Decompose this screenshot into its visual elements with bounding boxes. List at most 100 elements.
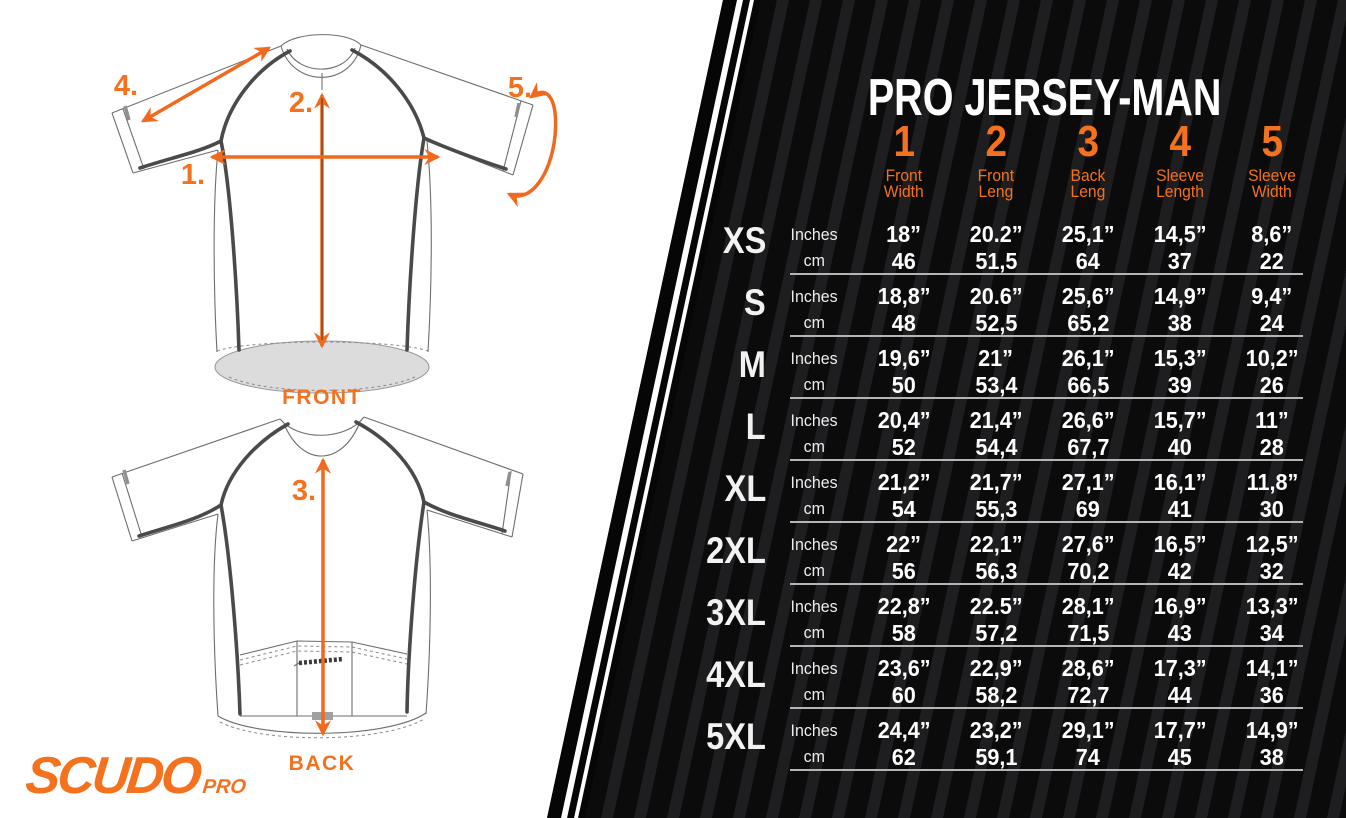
value-cell: 22,8” 58 bbox=[858, 583, 950, 645]
value-inches: 18” bbox=[886, 221, 922, 247]
value-cell: 28,6” 72,7 bbox=[1042, 645, 1134, 707]
size-label: 2XL bbox=[706, 530, 766, 571]
value-inches: 19,6” bbox=[877, 345, 931, 371]
value-cm: 54,4 bbox=[974, 434, 1018, 460]
value-cell: 18,8” 48 bbox=[858, 273, 950, 335]
unit-labels: Inches cm bbox=[770, 521, 858, 583]
value-inches: 22” bbox=[886, 531, 922, 557]
value-inches: 17,7” bbox=[1153, 717, 1207, 743]
value-inches: 12,5” bbox=[1245, 531, 1299, 557]
value-cm: 55,3 bbox=[974, 496, 1018, 522]
value-cell: 15,7” 40 bbox=[1134, 397, 1226, 459]
value-cm: 57,2 bbox=[974, 620, 1018, 646]
value-cm: 48 bbox=[891, 310, 917, 336]
value-inches: 29,1” bbox=[1061, 717, 1115, 743]
value-cell: 23,2” 59,1 bbox=[950, 707, 1042, 769]
value-cell: 14,5” 37 bbox=[1134, 211, 1226, 273]
unit-labels: Inches cm bbox=[770, 707, 858, 769]
unit-labels: Inches cm bbox=[770, 459, 858, 521]
value-cell: 14,9” 38 bbox=[1134, 273, 1226, 335]
value-cell: 25,6” 65,2 bbox=[1042, 273, 1134, 335]
value-inches: 9,4” bbox=[1251, 283, 1293, 309]
row-separator bbox=[790, 645, 1303, 647]
value-cm: 38 bbox=[1167, 310, 1193, 336]
column-header: 2 Front Leng bbox=[950, 120, 1042, 201]
value-inches: 16,1” bbox=[1153, 469, 1207, 495]
value-cm: 56,3 bbox=[974, 558, 1018, 584]
value-cm: 40 bbox=[1167, 434, 1193, 460]
size-label: XS bbox=[722, 220, 766, 261]
marker-4-label: 4. bbox=[114, 70, 138, 102]
value-cell: 16,9” 43 bbox=[1134, 583, 1226, 645]
unit-label-inches: Inches bbox=[790, 473, 838, 492]
value-inches: 20.6” bbox=[969, 283, 1023, 309]
value-cell: 20,4” 52 bbox=[858, 397, 950, 459]
unit-label-cm: cm bbox=[803, 313, 825, 332]
value-cell: 21” 53,4 bbox=[950, 335, 1042, 397]
value-inches: 14,9” bbox=[1245, 717, 1299, 743]
value-cm: 62 bbox=[891, 744, 917, 770]
table-title: PRO JERSEY-MAN bbox=[868, 69, 1222, 127]
value-cm: 36 bbox=[1259, 682, 1285, 708]
value-cell: 28,1” 71,5 bbox=[1042, 583, 1134, 645]
unit-label-cm: cm bbox=[803, 251, 825, 270]
value-cell: 10,2” 26 bbox=[1226, 335, 1318, 397]
marker-5-label: 5. bbox=[508, 72, 532, 104]
column-header: 4 Sleeve Length bbox=[1134, 120, 1226, 201]
unit-label-inches: Inches bbox=[790, 721, 838, 740]
value-cm: 69 bbox=[1075, 496, 1101, 522]
value-inches: 21,4” bbox=[969, 407, 1023, 433]
value-inches: 27,6” bbox=[1061, 531, 1115, 557]
marker-1-label: 1. bbox=[181, 159, 205, 191]
row-separator bbox=[790, 273, 1303, 275]
value-cell: 13,3” 34 bbox=[1226, 583, 1318, 645]
row-separator bbox=[790, 335, 1303, 337]
value-inches: 21,7” bbox=[969, 469, 1023, 495]
unit-label-inches: Inches bbox=[790, 535, 838, 554]
header-label: Sleeve Width bbox=[1248, 166, 1296, 201]
value-cm: 66,5 bbox=[1066, 372, 1110, 398]
unit-labels: Inches cm bbox=[770, 273, 858, 335]
value-cm: 34 bbox=[1259, 620, 1285, 646]
marker-2-label: 2. bbox=[289, 87, 313, 119]
value-cm: 52,5 bbox=[974, 310, 1018, 336]
column-header: 1 Front Width bbox=[858, 120, 950, 201]
value-cm: 54 bbox=[891, 496, 917, 522]
unit-label-inches: Inches bbox=[790, 659, 838, 678]
value-inches: 28,6” bbox=[1061, 655, 1115, 681]
size-label: L bbox=[746, 406, 766, 447]
size-rows: XS Inches cm 18” 46 20.2” 51,5 25,1” 64 14,5” 37 8,… bbox=[650, 211, 1318, 769]
unit-labels: Inches cm bbox=[770, 583, 858, 645]
header-number: 5 bbox=[1261, 117, 1283, 166]
value-inches: 16,9” bbox=[1153, 593, 1207, 619]
unit-label-cm: cm bbox=[803, 561, 825, 580]
unit-label-inches: Inches bbox=[790, 225, 838, 244]
brand-suffix: PRO bbox=[201, 776, 248, 798]
value-cell: 15,3” 39 bbox=[1134, 335, 1226, 397]
value-cell: 16,5” 42 bbox=[1134, 521, 1226, 583]
value-cell: 20.6” 52,5 bbox=[950, 273, 1042, 335]
header-label: Front Width bbox=[884, 166, 924, 201]
value-inches: 10,2” bbox=[1245, 345, 1299, 371]
value-cm: 41 bbox=[1167, 496, 1193, 522]
column-header: 5 Sleeve Width bbox=[1226, 117, 1318, 201]
value-cm: 56 bbox=[891, 558, 917, 584]
value-inches: 17,3” bbox=[1153, 655, 1207, 681]
value-cm: 42 bbox=[1167, 558, 1193, 584]
value-inches: 23,2” bbox=[969, 717, 1023, 743]
header-number: 3 bbox=[1077, 117, 1099, 166]
value-cm: 64 bbox=[1075, 248, 1101, 274]
front-label: FRONT bbox=[282, 386, 362, 409]
value-inches: 22,8” bbox=[877, 593, 931, 619]
value-cell: 14,1” 36 bbox=[1226, 645, 1318, 707]
value-cm: 39 bbox=[1167, 372, 1193, 398]
brand-name: SCUDO bbox=[22, 747, 202, 805]
value-inches: 26,6” bbox=[1061, 407, 1115, 433]
table-row: 3XL Inches cm 22,8” 58 22.5” 57,2 28,1” 71,5 16,9… bbox=[650, 583, 1318, 645]
value-inches: 15,7” bbox=[1153, 407, 1207, 433]
value-cm: 67,7 bbox=[1066, 434, 1110, 460]
value-inches: 25,6” bbox=[1061, 283, 1115, 309]
value-inches: 26,1” bbox=[1061, 345, 1115, 371]
value-inches: 21” bbox=[978, 345, 1014, 371]
value-inches: 14,9” bbox=[1153, 283, 1207, 309]
